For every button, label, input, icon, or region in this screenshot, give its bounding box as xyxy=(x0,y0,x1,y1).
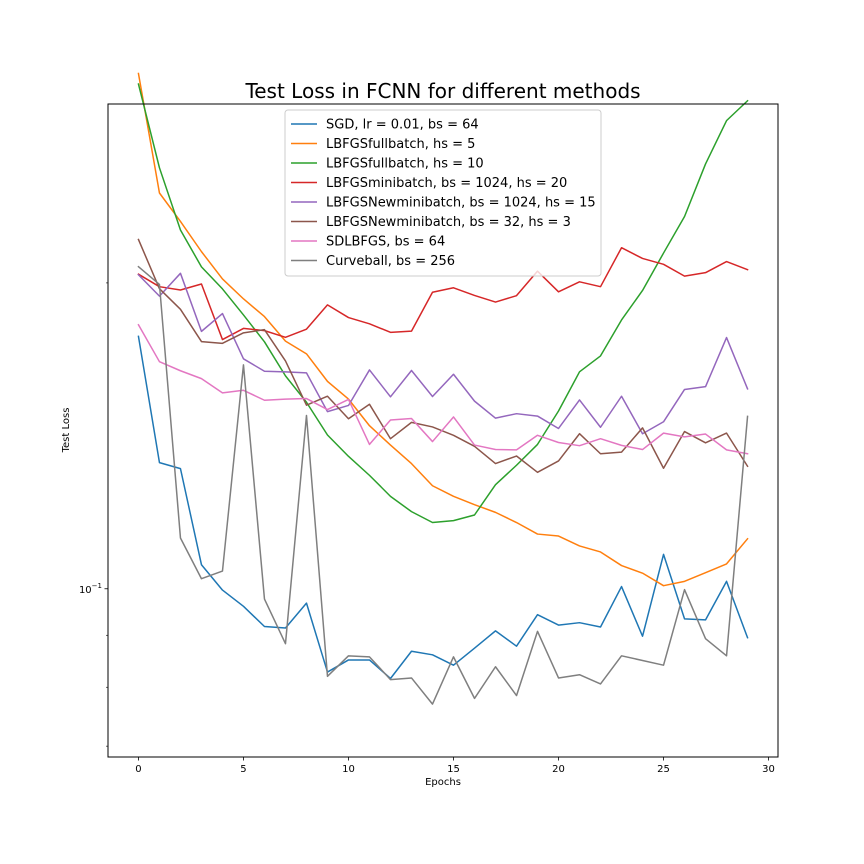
x-tick-label: 10 xyxy=(342,764,355,775)
x-tick-label: 5 xyxy=(240,764,246,775)
legend-entry: LBFGSminibatch, bs = 1024, hs = 20 xyxy=(326,176,567,191)
legend-entry: Curveball, bs = 256 xyxy=(326,254,455,269)
x-tick-label: 30 xyxy=(762,764,775,775)
y-axis-label: Test Loss xyxy=(61,408,72,454)
x-tick-label: 0 xyxy=(135,764,141,775)
legend-entry: LBFGSNewminibatch, bs = 32, hs = 3 xyxy=(326,215,571,230)
series-line-6 xyxy=(137,238,749,474)
legend-entry: SGD, lr = 0.01, bs = 64 xyxy=(326,118,479,133)
y-tick-label: 10−1 xyxy=(79,582,102,596)
chart-title: Test Loss in FCNN for different methods xyxy=(244,79,640,103)
x-axis-label: Epochs xyxy=(425,777,461,788)
legend: SGD, lr = 0.01, bs = 64 LBFGSfullbatch, h… xyxy=(284,109,602,277)
x-axis-ticks: 0 5 10 15 20 25 30 xyxy=(135,757,775,775)
x-tick-label: 25 xyxy=(657,764,670,775)
legend-entry: SDLBFGS, bs = 64 xyxy=(326,235,445,250)
legend-entry: LBFGSfullbatch, hs = 5 xyxy=(326,137,475,152)
series-line-1 xyxy=(137,335,749,680)
legend-entry: LBFGSfullbatch, hs = 10 xyxy=(326,157,484,172)
axes-frame xyxy=(107,103,779,758)
series-lines xyxy=(137,72,749,705)
series-line-3 xyxy=(137,83,749,524)
legend-box xyxy=(284,109,602,277)
legend-entry: LBFGSNewminibatch, bs = 1024, hs = 15 xyxy=(326,196,596,211)
series-line-8 xyxy=(137,265,749,705)
x-tick-label: 15 xyxy=(447,764,460,775)
y-axis-ticks: 10−1 xyxy=(79,282,108,747)
series-line-4 xyxy=(137,246,749,341)
series-line-2 xyxy=(137,72,749,587)
series-line-5 xyxy=(137,272,749,435)
series-line-7 xyxy=(137,323,749,455)
x-tick-label: 20 xyxy=(552,764,565,775)
